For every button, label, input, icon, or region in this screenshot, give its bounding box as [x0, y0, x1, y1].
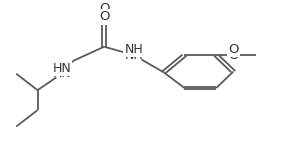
- Text: NH: NH: [125, 49, 143, 62]
- Text: NH: NH: [125, 43, 143, 56]
- Text: O: O: [99, 2, 109, 15]
- Text: HN: HN: [52, 61, 71, 75]
- Text: O: O: [228, 49, 239, 62]
- Text: O: O: [228, 43, 239, 56]
- Text: O: O: [99, 10, 109, 23]
- Text: HN: HN: [52, 67, 71, 80]
